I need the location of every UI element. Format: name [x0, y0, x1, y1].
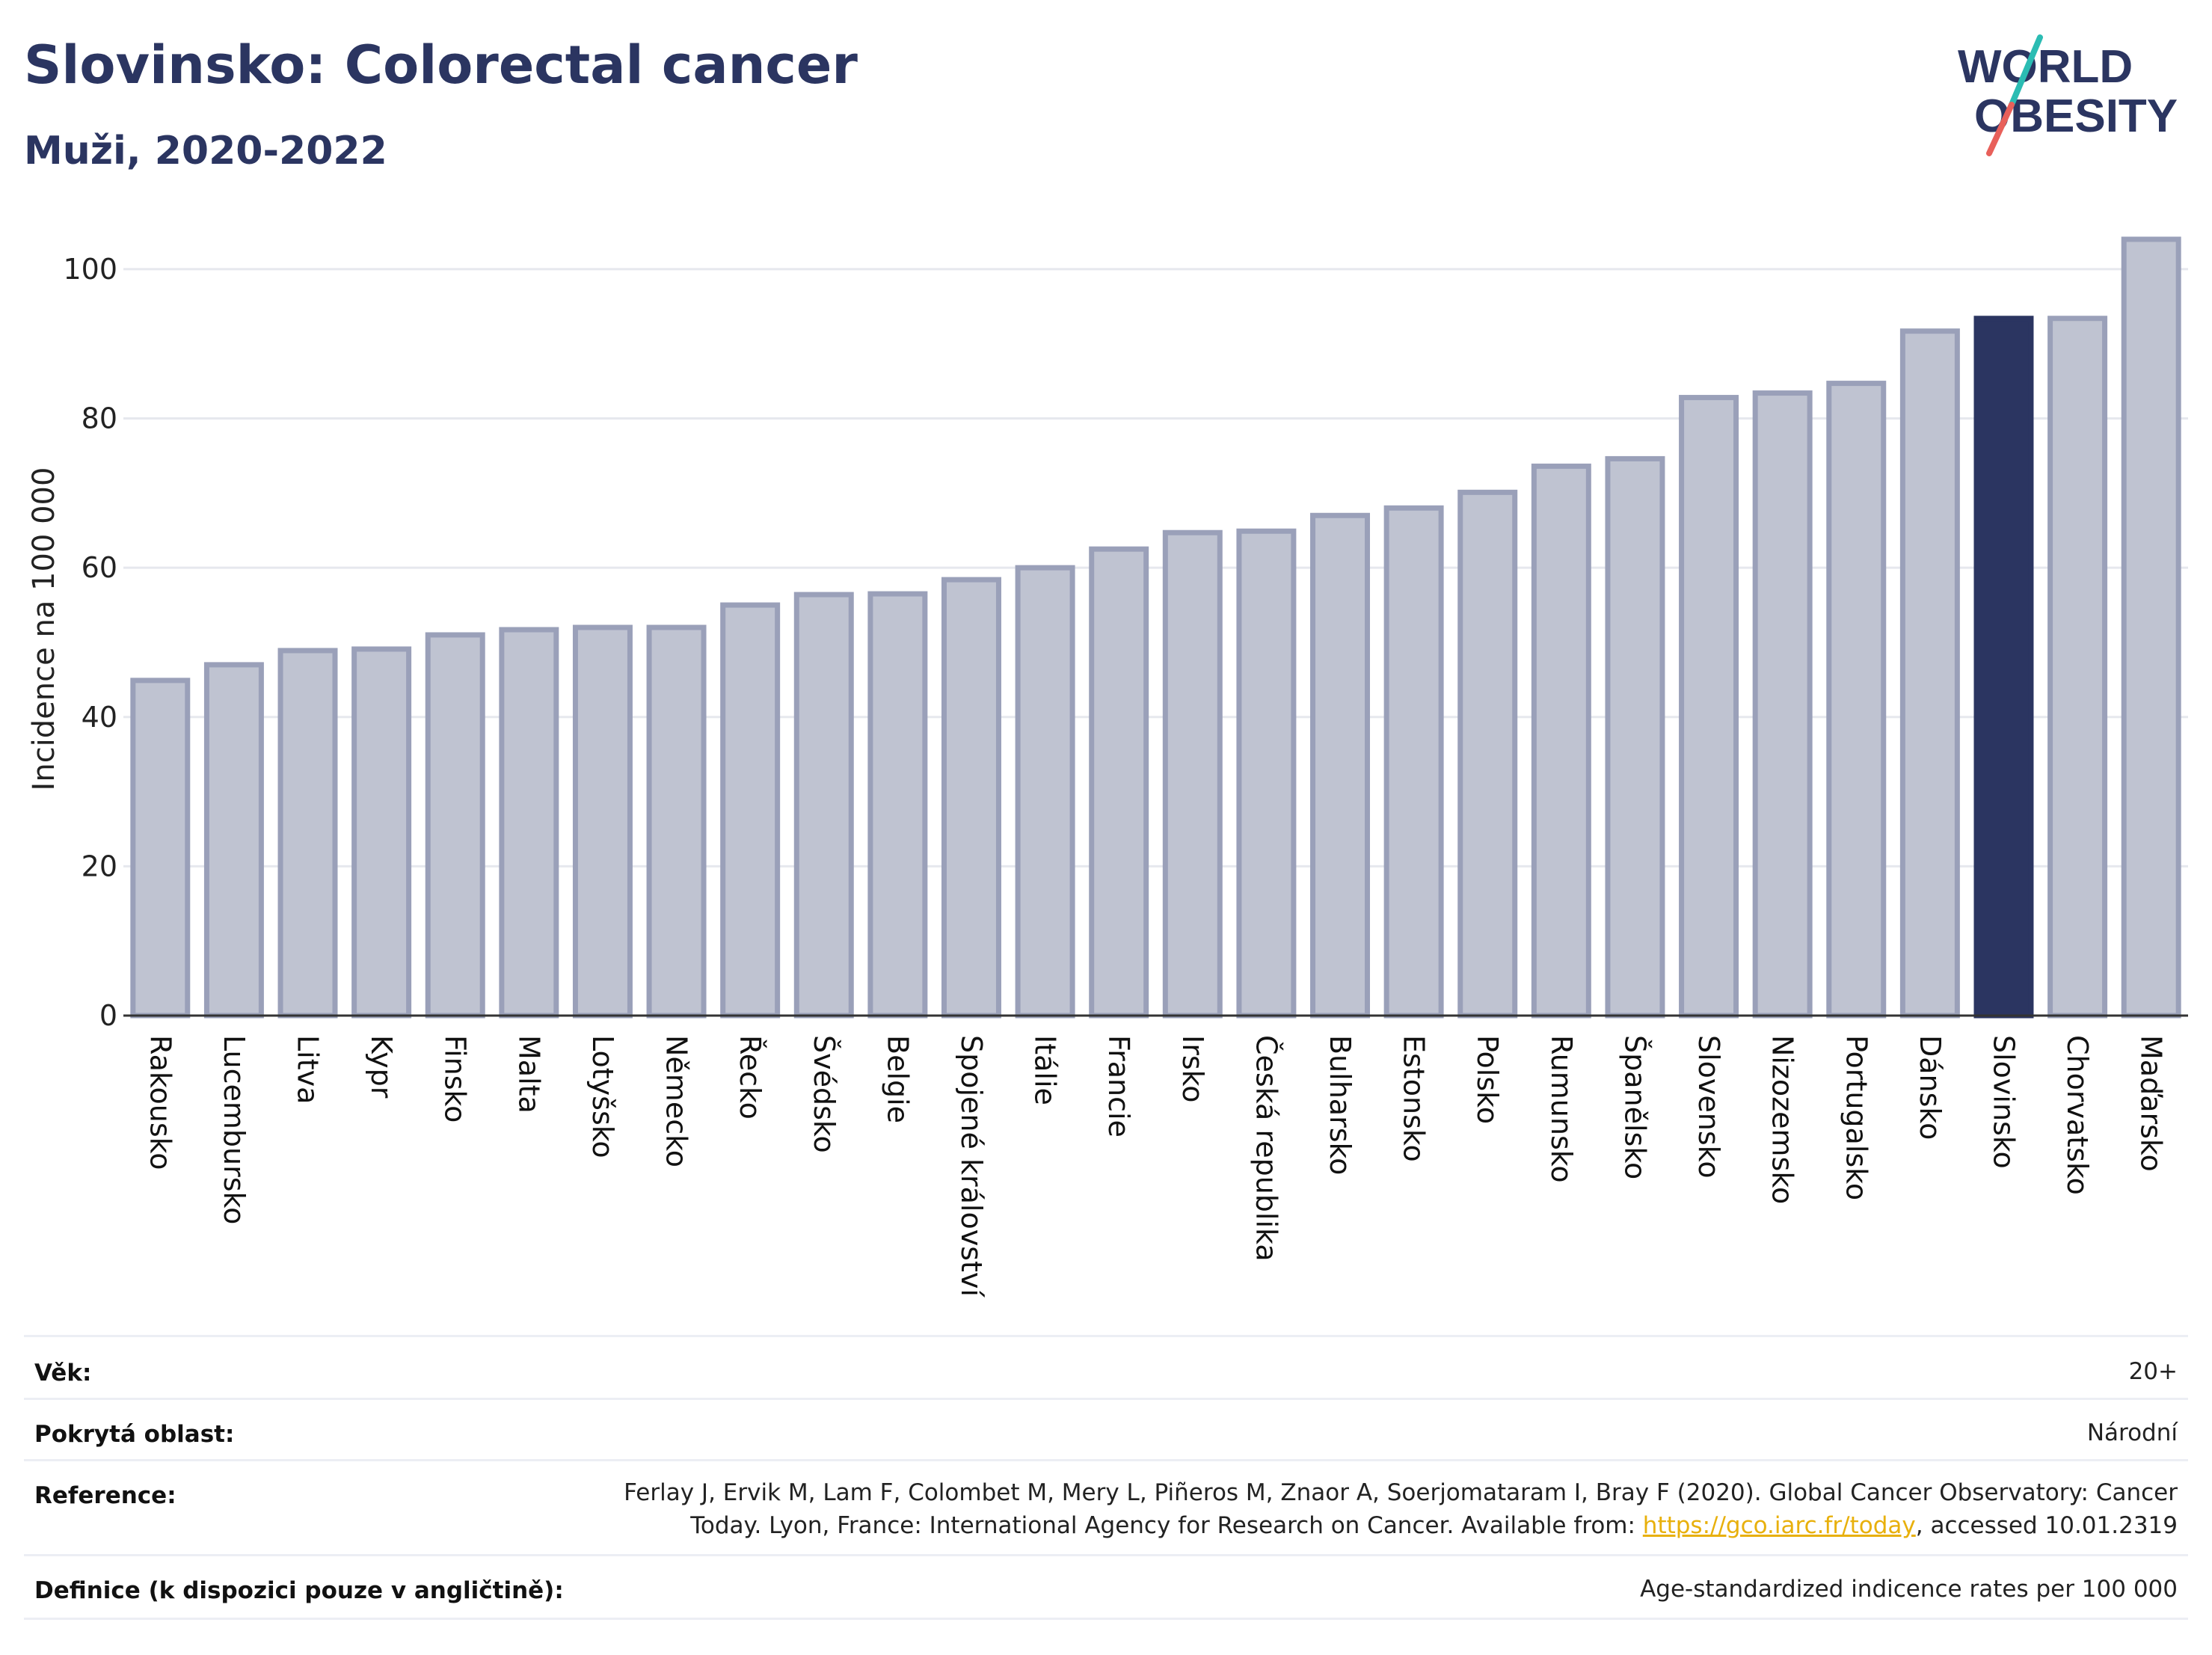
x-tick-label: Polsko [1471, 1035, 1504, 1124]
area-value: Národní [2086, 1419, 2178, 1446]
y-axis-label: Incidence na 100 000 [27, 467, 61, 791]
x-tick-label: Francie [1102, 1035, 1135, 1137]
definition-value: Age-standardized indicence rates per 100… [1640, 1576, 2178, 1603]
bar[interactable] [351, 646, 412, 1019]
world-obesity-logo: WORLD OBESITY [1952, 30, 2199, 165]
bar[interactable] [1679, 395, 1739, 1019]
y-tick-label: 100 [63, 253, 117, 286]
info-row-age: Věk: 20+ [24, 1335, 2188, 1400]
x-tick-label: Estonsko [1398, 1035, 1431, 1162]
x-tick-label: Portugalsko [1840, 1035, 1872, 1200]
bar[interactable] [2121, 236, 2181, 1019]
bar[interactable] [1826, 381, 1887, 1019]
x-tick-label: Německo [660, 1035, 693, 1167]
reference-line2: Today. Lyon, France: International Agenc… [624, 1509, 2178, 1542]
x-tick-label: Řecko [734, 1035, 766, 1120]
y-tick-label: 40 [82, 701, 117, 734]
bar-chart: 0 20 40 60 80 100 Incidence na 100 000 Rakousko… [27, 236, 2188, 1298]
x-tick-label: Finsko [439, 1035, 472, 1123]
x-tick-label: Itálie [1029, 1035, 1062, 1105]
y-tick-label: 60 [82, 551, 117, 584]
x-tick-label: Lucembursko [218, 1035, 251, 1224]
logo-graphic: WORLD OBESITY [1958, 34, 2178, 156]
bar[interactable] [793, 592, 854, 1019]
bar[interactable] [572, 624, 633, 1019]
bar[interactable] [1162, 529, 1223, 1019]
info-row-reference: Reference: Ferlay J, Ervik M, Lam F, Col… [24, 1459, 2188, 1556]
info-row-definition: Definice (k dispozici pouze v angličtině… [24, 1554, 2188, 1620]
x-tick-label: Kypr [365, 1035, 398, 1099]
x-tick-label: Rumunsko [1545, 1035, 1578, 1183]
x-tick-label: Rakousko [144, 1035, 176, 1170]
y-tick-label: 20 [82, 850, 117, 882]
x-tick-label: Belgie [881, 1035, 914, 1123]
bar[interactable] [1752, 390, 1813, 1019]
reference-line2-pre: Today. Lyon, France: International Agenc… [690, 1512, 1643, 1539]
x-tick-label: Litva [292, 1035, 325, 1104]
x-tick-label: Chorvatsko [2061, 1035, 2094, 1195]
reference-value: Ferlay J, Ervik M, Lam F, Colombet M, Me… [624, 1476, 2178, 1542]
x-tick-label: Slovensko [1692, 1035, 1725, 1179]
bar[interactable] [1236, 528, 1297, 1019]
bar-chart-svg: 0 20 40 60 80 100 Incidence na 100 000 Rakousko… [27, 236, 2188, 1298]
bar[interactable] [1089, 546, 1149, 1019]
bar[interactable] [499, 627, 559, 1019]
info-row-area: Pokrytá oblast: Národní [24, 1398, 2188, 1461]
x-tick-label: Slovinsko [1987, 1035, 2020, 1169]
bar[interactable] [2047, 316, 2108, 1019]
logo-slash-teal [2009, 34, 2043, 108]
bar[interactable] [646, 624, 707, 1019]
x-tick-label: Spojené království [955, 1035, 988, 1298]
bar[interactable] [941, 577, 1001, 1019]
age-value: 20+ [2128, 1358, 2178, 1385]
x-tick-label: Malta [512, 1035, 545, 1114]
bar[interactable] [1605, 455, 1665, 1019]
x-tick-label: Irsko [1176, 1035, 1209, 1103]
bar[interactable] [1899, 328, 1960, 1019]
reference-line2-post: , accessed 10.01.2319 [1915, 1512, 2178, 1539]
bar[interactable] [720, 602, 781, 1019]
reference-line1: Ferlay J, Ervik M, Lam F, Colombet M, Me… [624, 1479, 2178, 1506]
y-tick-label: 80 [82, 402, 117, 435]
bar[interactable] [203, 662, 264, 1019]
bar-highlight[interactable] [1973, 316, 2034, 1019]
bar[interactable] [130, 678, 191, 1019]
age-label: Věk: [34, 1360, 92, 1387]
x-tick-label: Dánsko [1914, 1035, 1947, 1140]
area-label: Pokrytá oblast: [34, 1421, 235, 1448]
x-tick-label: Švédsko [808, 1035, 841, 1153]
bar[interactable] [867, 591, 928, 1019]
x-tick-label: Lotyšsko [586, 1035, 619, 1158]
logo-line1: WORLD [1958, 41, 2133, 93]
logo-slash-red [1986, 102, 2015, 156]
x-tick-label: Bulharsko [1324, 1035, 1357, 1175]
bar[interactable] [1383, 505, 1444, 1019]
bar[interactable] [1457, 489, 1518, 1019]
x-tick-label: Maďarsko [2135, 1035, 2168, 1172]
definition-label: Definice (k dispozici pouze v angličtině… [34, 1577, 564, 1604]
chart-title: Slovinsko: Colorectal cancer [24, 34, 858, 96]
reference-label: Reference: [34, 1482, 176, 1509]
bar[interactable] [425, 632, 485, 1019]
bar[interactable] [1310, 512, 1371, 1019]
bar[interactable] [1015, 565, 1075, 1019]
x-tick-label: Nizozemsko [1766, 1035, 1799, 1204]
x-tick-label: Španělsko [1618, 1035, 1651, 1179]
x-tick-label: Česká republika [1250, 1035, 1282, 1262]
bar[interactable] [277, 648, 338, 1019]
y-tick-label: 0 [99, 999, 117, 1032]
chart-subtitle: Muži, 2020-2022 [24, 129, 387, 174]
reference-link[interactable]: https://gco.iarc.fr/today [1642, 1512, 1916, 1539]
bar[interactable] [1531, 463, 1591, 1019]
